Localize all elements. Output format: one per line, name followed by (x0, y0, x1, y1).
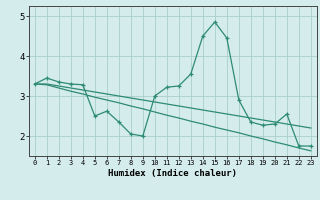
X-axis label: Humidex (Indice chaleur): Humidex (Indice chaleur) (108, 169, 237, 178)
